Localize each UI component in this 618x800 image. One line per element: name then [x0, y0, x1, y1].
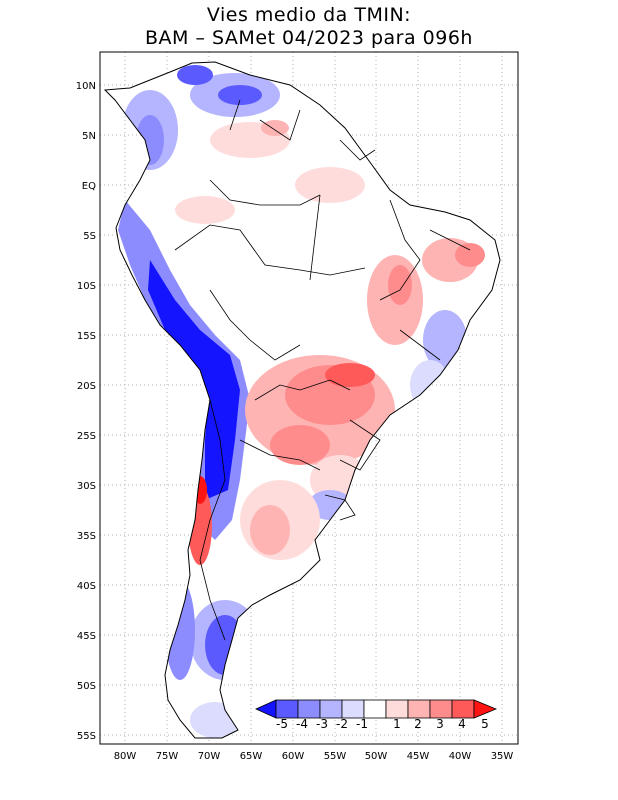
lat-label: 35S [77, 531, 96, 542]
lat-label: 30S [77, 481, 96, 492]
colorbar-label: 2 [414, 717, 422, 731]
lon-tick-labels: 80W 75W 70W 65W 60W 55W 50W 45W 40W 35W [114, 751, 514, 762]
lon-label: 70W [198, 751, 221, 762]
colorbar-label: 4 [458, 717, 466, 731]
lon-label: 55W [324, 751, 347, 762]
colorbar-swatch [407, 699, 431, 719]
lon-label: 75W [156, 751, 179, 762]
colorbar-swatch [429, 699, 453, 719]
colorbar-swatch [363, 699, 387, 719]
colorbar-swatch [451, 699, 475, 719]
colorbar-label: -1 [356, 717, 368, 731]
colorbar-label: 5 [481, 717, 489, 731]
lon-label: 60W [282, 751, 305, 762]
lat-label: 45S [77, 631, 96, 642]
lon-label: 65W [240, 751, 263, 762]
colorbar-label: 3 [436, 717, 444, 731]
colorbar-swatch [319, 699, 343, 719]
lat-label: 40S [77, 581, 96, 592]
colorbar-label: -5 [276, 717, 288, 731]
bias-field [105, 62, 500, 738]
colorbar-swatch [341, 699, 365, 719]
colorbar-swatch [473, 699, 498, 719]
lon-label: 50W [365, 751, 388, 762]
lat-label: 50S [77, 681, 96, 692]
colorbar-swatch [297, 699, 321, 719]
colorbar: -5 -4 -3 -2 -1 1 2 3 4 5 [252, 698, 500, 731]
map-frame [99, 51, 519, 745]
lat-label: 10S [77, 281, 96, 292]
lat-label: 25S [77, 431, 96, 442]
colorbar-label: -4 [296, 717, 308, 731]
colorbar-label: -3 [316, 717, 328, 731]
lon-label: 80W [114, 751, 137, 762]
lon-label: 35W [491, 751, 514, 762]
continent-outline [103, 61, 501, 739]
colorbar-swatch [385, 699, 409, 719]
lat-label: 20S [77, 381, 96, 392]
lat-label: 5S [83, 231, 96, 242]
lon-label: 45W [407, 751, 430, 762]
lat-label: 15S [77, 331, 96, 342]
lat-label: 5N [82, 131, 96, 142]
lon-label: 40W [449, 751, 472, 762]
lat-label: 10N [76, 81, 96, 92]
lat-label: 55S [77, 731, 96, 742]
lat-label: EQ [82, 181, 96, 192]
country-borders [174, 99, 471, 641]
lat-tick-labels: 10N 5N EQ 5S 10S 15S 20S 25S 30S 35S 40S… [76, 81, 96, 742]
colorbar-label: -2 [336, 717, 348, 731]
colorbar-swatch [275, 699, 299, 719]
colorbar-label: 1 [393, 717, 401, 731]
map-title-line1: Vies medio da TMIN: [206, 4, 412, 26]
map-title-line2: BAM – SAMet 04/2023 para 096h [145, 27, 473, 49]
